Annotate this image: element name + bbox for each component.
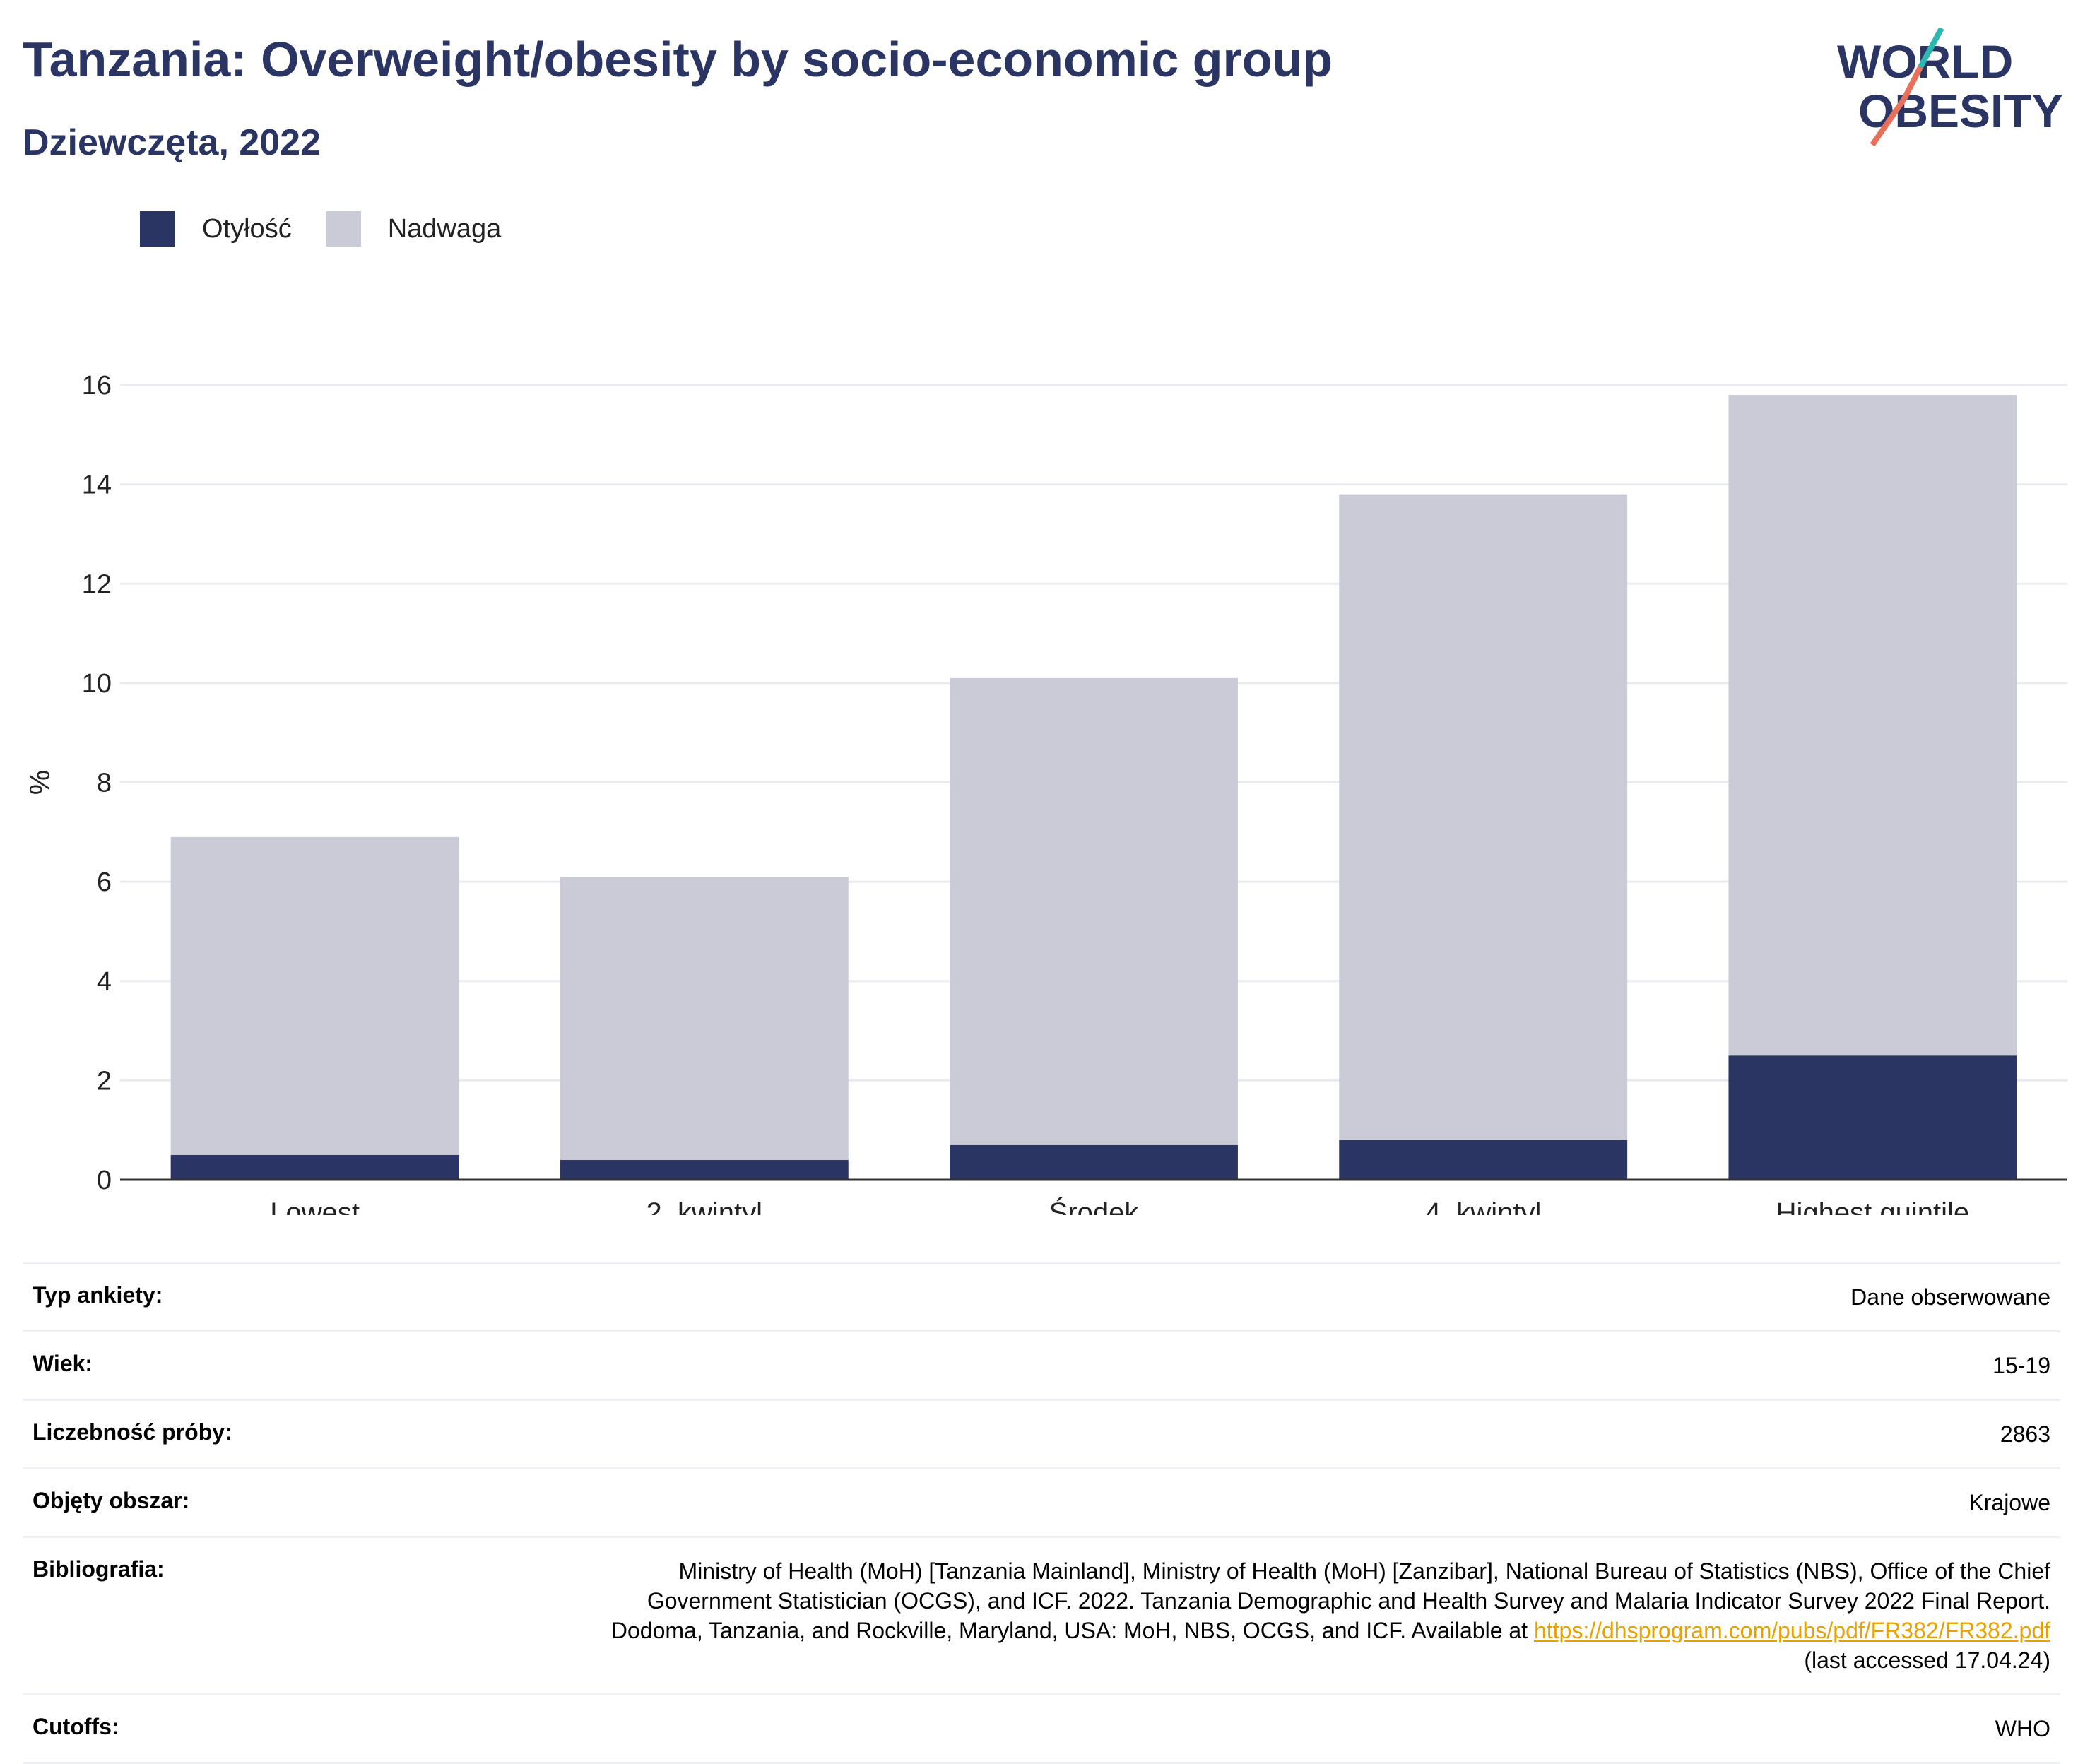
bibliography-text: Ministry of Health (MoH) [Tanzania Mainl… <box>610 1558 2050 1643</box>
y-tick-label: 14 <box>82 470 112 500</box>
meta-label-coverage: Objęty obszar: <box>33 1488 190 1513</box>
meta-label-bibliography: Bibliografia: <box>33 1556 165 1582</box>
stacked-bar-chart: 0 2 4 6 8 10 12 14 16% Lowest 2. kwintyl Środek 4. k… <box>25 371 2067 1215</box>
legend-swatch-overweight <box>325 211 361 247</box>
y-tick-label: 16 <box>82 371 112 401</box>
world-obesity-logo: WORLD OBESITY <box>1837 28 2063 147</box>
x-tick-label: 4. kwintyl <box>1425 1197 1542 1215</box>
meta-value-survey-type: Dane obserwowane <box>1850 1284 2050 1310</box>
meta-label-cutoffs: Cutoffs: <box>33 1714 119 1739</box>
meta-label-sample-size: Liczebność próby: <box>33 1419 232 1445</box>
legend-item-obesity[interactable]: Otyłość <box>140 211 292 247</box>
legend-item-overweight[interactable]: Nadwaga <box>325 211 502 247</box>
logo-slash-red-lower <box>1870 97 1907 147</box>
page-subtitle: Dziewczęta, 2022 <box>23 122 321 163</box>
meta-value-age: 15-19 <box>1992 1353 2050 1378</box>
bar-segment <box>1728 1055 2017 1180</box>
bar-segment <box>560 877 849 1160</box>
legend-label-overweight: Nadwaga <box>387 213 502 244</box>
logo-slash-teal <box>1918 28 1944 69</box>
legend-swatch-obesity <box>140 211 175 247</box>
y-tick-label: 0 <box>97 1166 112 1195</box>
bar-segment <box>950 1144 1238 1180</box>
y-tick-label: 12 <box>82 569 112 599</box>
meta-row-coverage: Objęty obszar: Krajowe <box>23 1467 2060 1536</box>
meta-value-sample-size: 2863 <box>2000 1421 2050 1447</box>
y-tick-label: 10 <box>82 669 112 699</box>
meta-row-bibliography: Bibliografia: Ministry of Health (MoH) [… <box>23 1536 2060 1693</box>
meta-row-sample-size: Liczebność próby: 2863 <box>23 1399 2060 1467</box>
bibliography-suffix: (last accessed 17.04.24) <box>1804 1647 2050 1673</box>
meta-row-cutoffs: Cutoffs: WHO <box>23 1693 2060 1764</box>
logo-slash-red <box>1901 66 1923 100</box>
x-tick-label: Lowest <box>270 1197 360 1215</box>
chart-legend: Otyłość Nadwaga <box>140 211 535 247</box>
legend-label-obesity: Otyłość <box>202 213 292 244</box>
y-axis-label: % <box>25 770 56 795</box>
meta-row-survey-type: Typ ankiety: Dane obserwowane <box>23 1262 2060 1330</box>
bar-segment <box>1728 395 2017 1056</box>
bar-segment <box>950 677 1238 1145</box>
y-tick-label: 4 <box>97 967 112 997</box>
meta-label-age: Wiek: <box>33 1351 93 1376</box>
bibliography-link[interactable]: https://dhsprogram.com/pubs/pdf/FR382/FR… <box>1533 1618 2050 1643</box>
x-tick-label: Środek <box>1049 1196 1140 1215</box>
meta-row-age: Wiek: 15-19 <box>23 1330 2060 1399</box>
meta-value-bibliography: Ministry of Health (MoH) [Tanzania Mainl… <box>602 1556 2050 1675</box>
bar-segment <box>560 1159 849 1180</box>
logo-word-obesity: OBESITY <box>1858 85 2063 137</box>
bar-segment <box>170 1154 459 1180</box>
x-tick-label: Highest quintile <box>1776 1197 1970 1215</box>
y-tick-label: 8 <box>97 769 112 798</box>
page-title: Tanzania: Overweight/obesity by socio-ec… <box>23 32 1333 87</box>
y-tick-label: 6 <box>97 868 112 897</box>
bar-segment <box>1339 1140 1628 1180</box>
meta-value-coverage: Krajowe <box>1968 1490 2050 1515</box>
meta-value-cutoffs: WHO <box>1995 1716 2050 1741</box>
bar-segment <box>170 836 459 1155</box>
y-tick-label: 2 <box>97 1066 112 1096</box>
bar-segment <box>1339 494 1628 1140</box>
survey-metadata-table: Typ ankiety: Dane obserwowane Wiek: 15-1… <box>23 1262 2060 1764</box>
meta-label-survey-type: Typ ankiety: <box>33 1282 163 1308</box>
x-tick-label: 2. kwintyl <box>647 1197 763 1215</box>
